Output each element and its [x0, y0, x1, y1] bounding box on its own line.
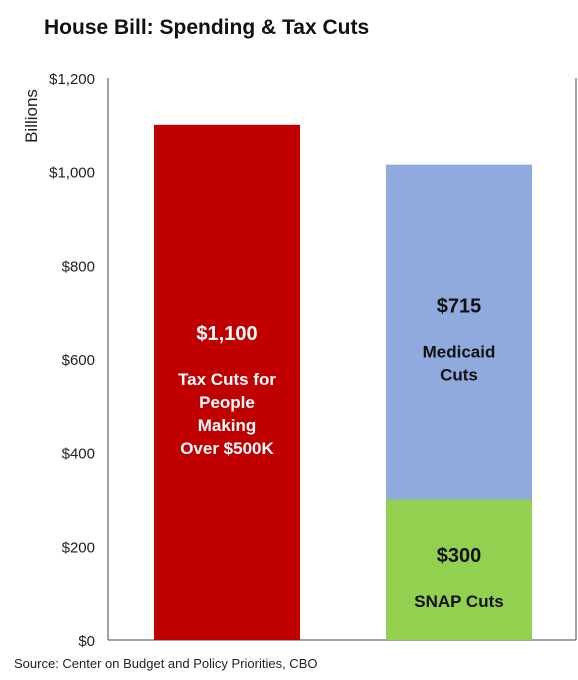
segment-label: Medicaid	[423, 343, 496, 362]
y-tick-label: $800	[62, 258, 95, 275]
y-tick-label: $400	[62, 446, 95, 463]
y-tick-label: $200	[62, 539, 95, 556]
chart-source: Source: Center on Budget and Policy Prio…	[14, 656, 318, 671]
bar-segment	[154, 124, 300, 641]
y-axis-label: Billions	[22, 89, 41, 143]
segment-label: Over $500K	[180, 439, 274, 458]
y-tick-label: $1,200	[49, 71, 95, 88]
bar-segment	[386, 499, 532, 640]
bar-segment	[386, 164, 532, 500]
data-label: $1,100	[196, 323, 257, 345]
data-label: $300	[437, 545, 482, 567]
y-tick-label: $600	[62, 352, 95, 369]
data-label: $715	[437, 296, 482, 318]
y-tick-label: $0	[78, 633, 95, 650]
segment-label: People	[199, 393, 255, 412]
chart-title: House Bill: Spending & Tax Cuts	[44, 16, 370, 39]
segment-label: SNAP Cuts	[414, 592, 503, 611]
segment-label: Tax Cuts for	[178, 370, 276, 389]
y-tick-label: $1,000	[49, 165, 95, 182]
segment-label: Cuts	[440, 366, 478, 385]
segment-label: Making	[198, 416, 257, 435]
